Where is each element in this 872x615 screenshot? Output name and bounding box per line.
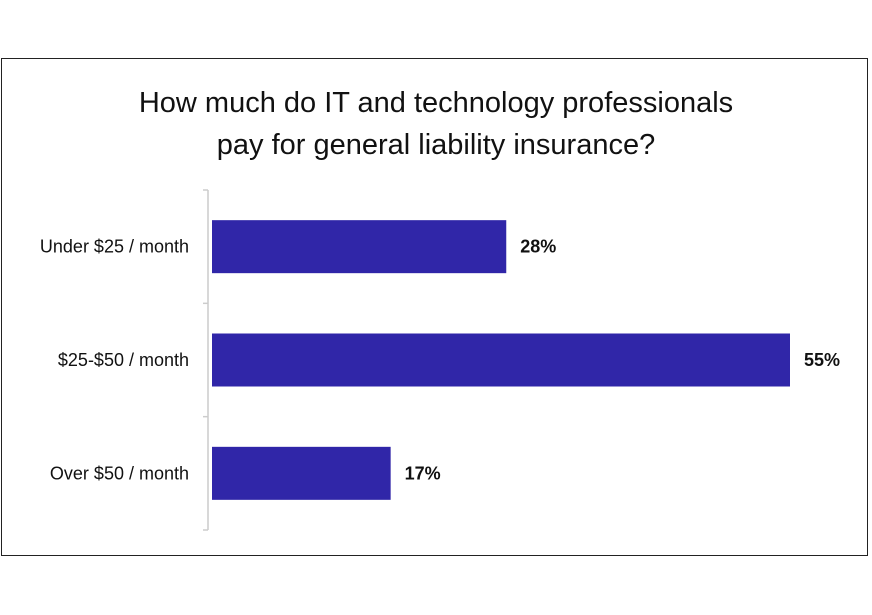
bar — [212, 446, 391, 500]
chart-title-line-1: How much do IT and technology profession… — [138, 87, 734, 119]
value-label: 17% — [405, 463, 441, 483]
chart-title: How much do IT and technology profession… — [0, 82, 872, 166]
value-labels: 28% 55% 17% — [405, 237, 840, 484]
category-label: $25-$50 / month — [58, 350, 189, 370]
bars — [212, 220, 790, 500]
bar — [212, 333, 790, 387]
category-label: Under $25 / month — [40, 237, 189, 257]
chart-frame — [1, 58, 868, 556]
chart-title-line-2: pay for general liability insurance? — [216, 129, 656, 161]
category-labels: Under $25 / month $25-$50 / month Over $50… — [40, 237, 189, 484]
value-label: 28% — [520, 237, 556, 257]
value-label: 55% — [804, 350, 840, 370]
category-label: Over $50 / month — [50, 463, 189, 483]
bar — [212, 220, 507, 274]
axis-ticks — [203, 189, 208, 531]
